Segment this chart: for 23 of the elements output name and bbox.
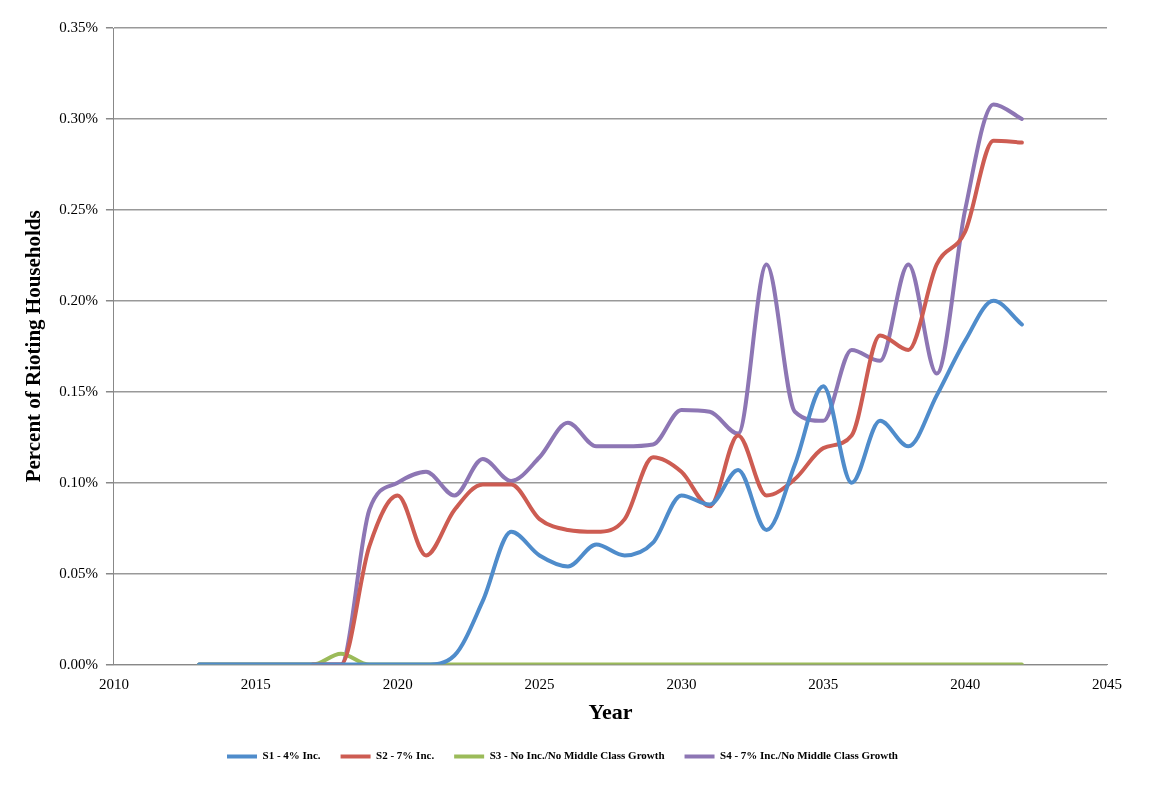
y-tick-label: 0.35%: [59, 18, 98, 35]
x-tick-label: 2040: [950, 675, 981, 692]
x-tick-label: 2010: [98, 675, 129, 692]
y-axis-title: Percent of Rioting Households: [21, 210, 46, 483]
x-tick-label: 2015: [240, 675, 271, 692]
x-tick-label: 2035: [808, 675, 839, 692]
y-tick-label: 0.10%: [59, 473, 98, 490]
y-tick-label: 0.05%: [59, 564, 98, 581]
x-tick-label: 2045: [1092, 675, 1122, 692]
legend-label: S1 - 4% Inc.: [262, 749, 321, 762]
y-tick-label: 0.15%: [59, 382, 98, 399]
x-axis-title: Year: [588, 699, 633, 725]
legend-label: S2 - 7% Inc.: [376, 749, 435, 762]
x-tick-label: 2030: [666, 675, 697, 692]
y-tick-label: 0.20%: [59, 291, 98, 308]
x-tick-label: 2025: [524, 675, 555, 692]
line-series: [197, 298, 1024, 665]
y-tick-label: 0.30%: [59, 109, 98, 126]
legend-label: S4 - 7% Inc./No Middle Class Growth: [720, 749, 898, 762]
x-tick-label: 2020: [382, 675, 413, 692]
y-tick-label: 0.00%: [59, 655, 98, 672]
y-tick-label: 0.25%: [59, 200, 98, 217]
legend-label: S3 - No Inc./No Middle Class Growth: [489, 749, 665, 762]
